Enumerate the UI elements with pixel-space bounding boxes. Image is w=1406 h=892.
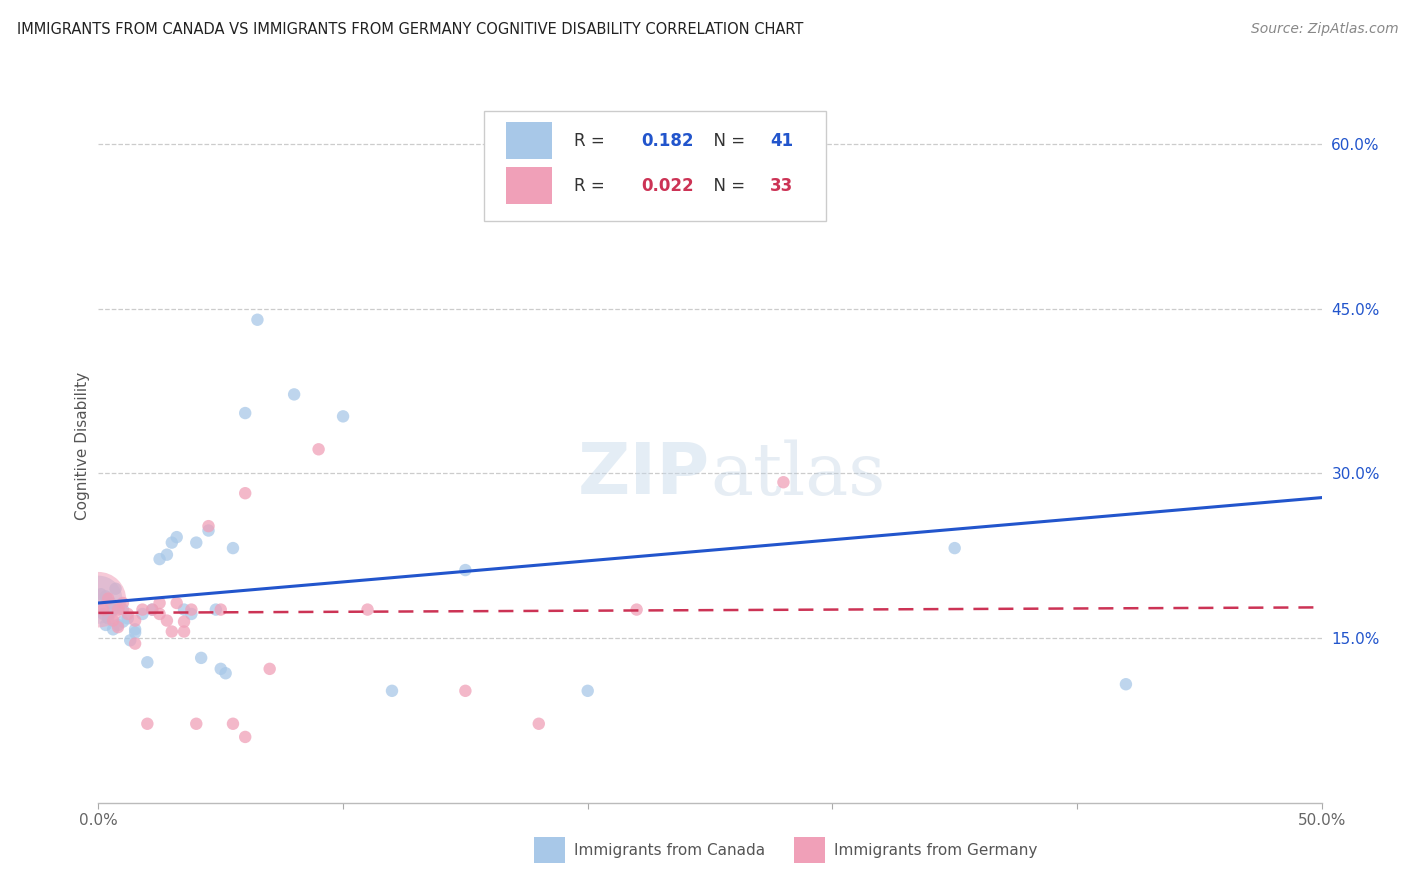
- Point: [111, 596, 134, 610]
- Point: [197, 524, 219, 538]
- Point: [91, 607, 114, 621]
- Point: [117, 611, 139, 625]
- Text: R =: R =: [574, 132, 610, 150]
- Point: [131, 602, 153, 616]
- Point: [141, 602, 163, 616]
- Text: N =: N =: [703, 132, 749, 150]
- Text: ZIP: ZIP: [578, 440, 710, 509]
- Text: 41: 41: [770, 132, 793, 150]
- FancyBboxPatch shape: [506, 122, 553, 159]
- Text: Immigrants from Germany: Immigrants from Germany: [834, 844, 1038, 858]
- Point: [97, 591, 120, 606]
- Point: [107, 602, 129, 616]
- Point: [173, 624, 195, 639]
- Point: [149, 552, 172, 566]
- Point: [356, 602, 378, 616]
- Point: [149, 607, 172, 621]
- Point: [222, 541, 245, 555]
- Point: [156, 614, 179, 628]
- Point: [283, 387, 305, 401]
- Point: [156, 548, 179, 562]
- Point: [205, 602, 228, 616]
- Point: [166, 530, 188, 544]
- Text: 33: 33: [770, 177, 793, 194]
- Point: [454, 563, 477, 577]
- Point: [111, 615, 134, 629]
- Point: [246, 312, 269, 326]
- Point: [136, 655, 159, 669]
- Point: [117, 607, 139, 621]
- Point: [180, 607, 202, 621]
- Point: [97, 611, 120, 625]
- Point: [233, 730, 256, 744]
- Point: [214, 666, 236, 681]
- Point: [186, 716, 208, 731]
- Point: [100, 596, 122, 610]
- Point: [381, 683, 404, 698]
- Text: 0.022: 0.022: [641, 177, 695, 194]
- Point: [454, 683, 477, 698]
- Text: N =: N =: [703, 177, 749, 194]
- Point: [173, 602, 195, 616]
- Point: [332, 409, 354, 424]
- Point: [180, 602, 202, 616]
- Point: [772, 475, 794, 490]
- Point: [111, 602, 134, 616]
- Point: [173, 615, 195, 629]
- Point: [209, 602, 232, 616]
- Point: [87, 592, 110, 607]
- Point: [104, 582, 127, 596]
- Point: [190, 651, 212, 665]
- Point: [222, 716, 245, 731]
- FancyBboxPatch shape: [506, 167, 553, 204]
- Point: [259, 662, 281, 676]
- Point: [124, 637, 146, 651]
- Text: IMMIGRANTS FROM CANADA VS IMMIGRANTS FROM GERMANY COGNITIVE DISABILITY CORRELATI: IMMIGRANTS FROM CANADA VS IMMIGRANTS FRO…: [17, 22, 803, 37]
- Point: [94, 618, 117, 632]
- Point: [131, 607, 153, 621]
- Point: [101, 614, 124, 628]
- Point: [107, 618, 129, 632]
- Point: [87, 592, 110, 607]
- Point: [943, 541, 966, 555]
- Text: atlas: atlas: [710, 439, 886, 510]
- Point: [197, 519, 219, 533]
- Point: [626, 602, 648, 616]
- Point: [308, 442, 330, 457]
- Point: [1115, 677, 1137, 691]
- Point: [107, 620, 129, 634]
- Point: [124, 614, 146, 628]
- Point: [120, 633, 142, 648]
- FancyBboxPatch shape: [484, 111, 827, 221]
- Y-axis label: Cognitive Disability: Cognitive Disability: [75, 372, 90, 520]
- Point: [94, 590, 117, 604]
- Point: [91, 602, 114, 616]
- Point: [141, 602, 163, 616]
- Point: [233, 486, 256, 500]
- Text: R =: R =: [574, 177, 610, 194]
- Point: [101, 623, 124, 637]
- Point: [233, 406, 256, 420]
- Point: [136, 716, 159, 731]
- Point: [124, 623, 146, 637]
- Point: [149, 596, 172, 610]
- Point: [160, 624, 183, 639]
- Point: [166, 596, 188, 610]
- Point: [576, 683, 599, 698]
- Text: 0.182: 0.182: [641, 132, 695, 150]
- Point: [101, 602, 124, 616]
- Point: [186, 535, 208, 549]
- Text: Source: ZipAtlas.com: Source: ZipAtlas.com: [1251, 22, 1399, 37]
- Point: [124, 625, 146, 640]
- Text: Immigrants from Canada: Immigrants from Canada: [574, 844, 765, 858]
- Point: [209, 662, 232, 676]
- Point: [160, 535, 183, 549]
- Point: [90, 587, 112, 601]
- Point: [527, 716, 550, 731]
